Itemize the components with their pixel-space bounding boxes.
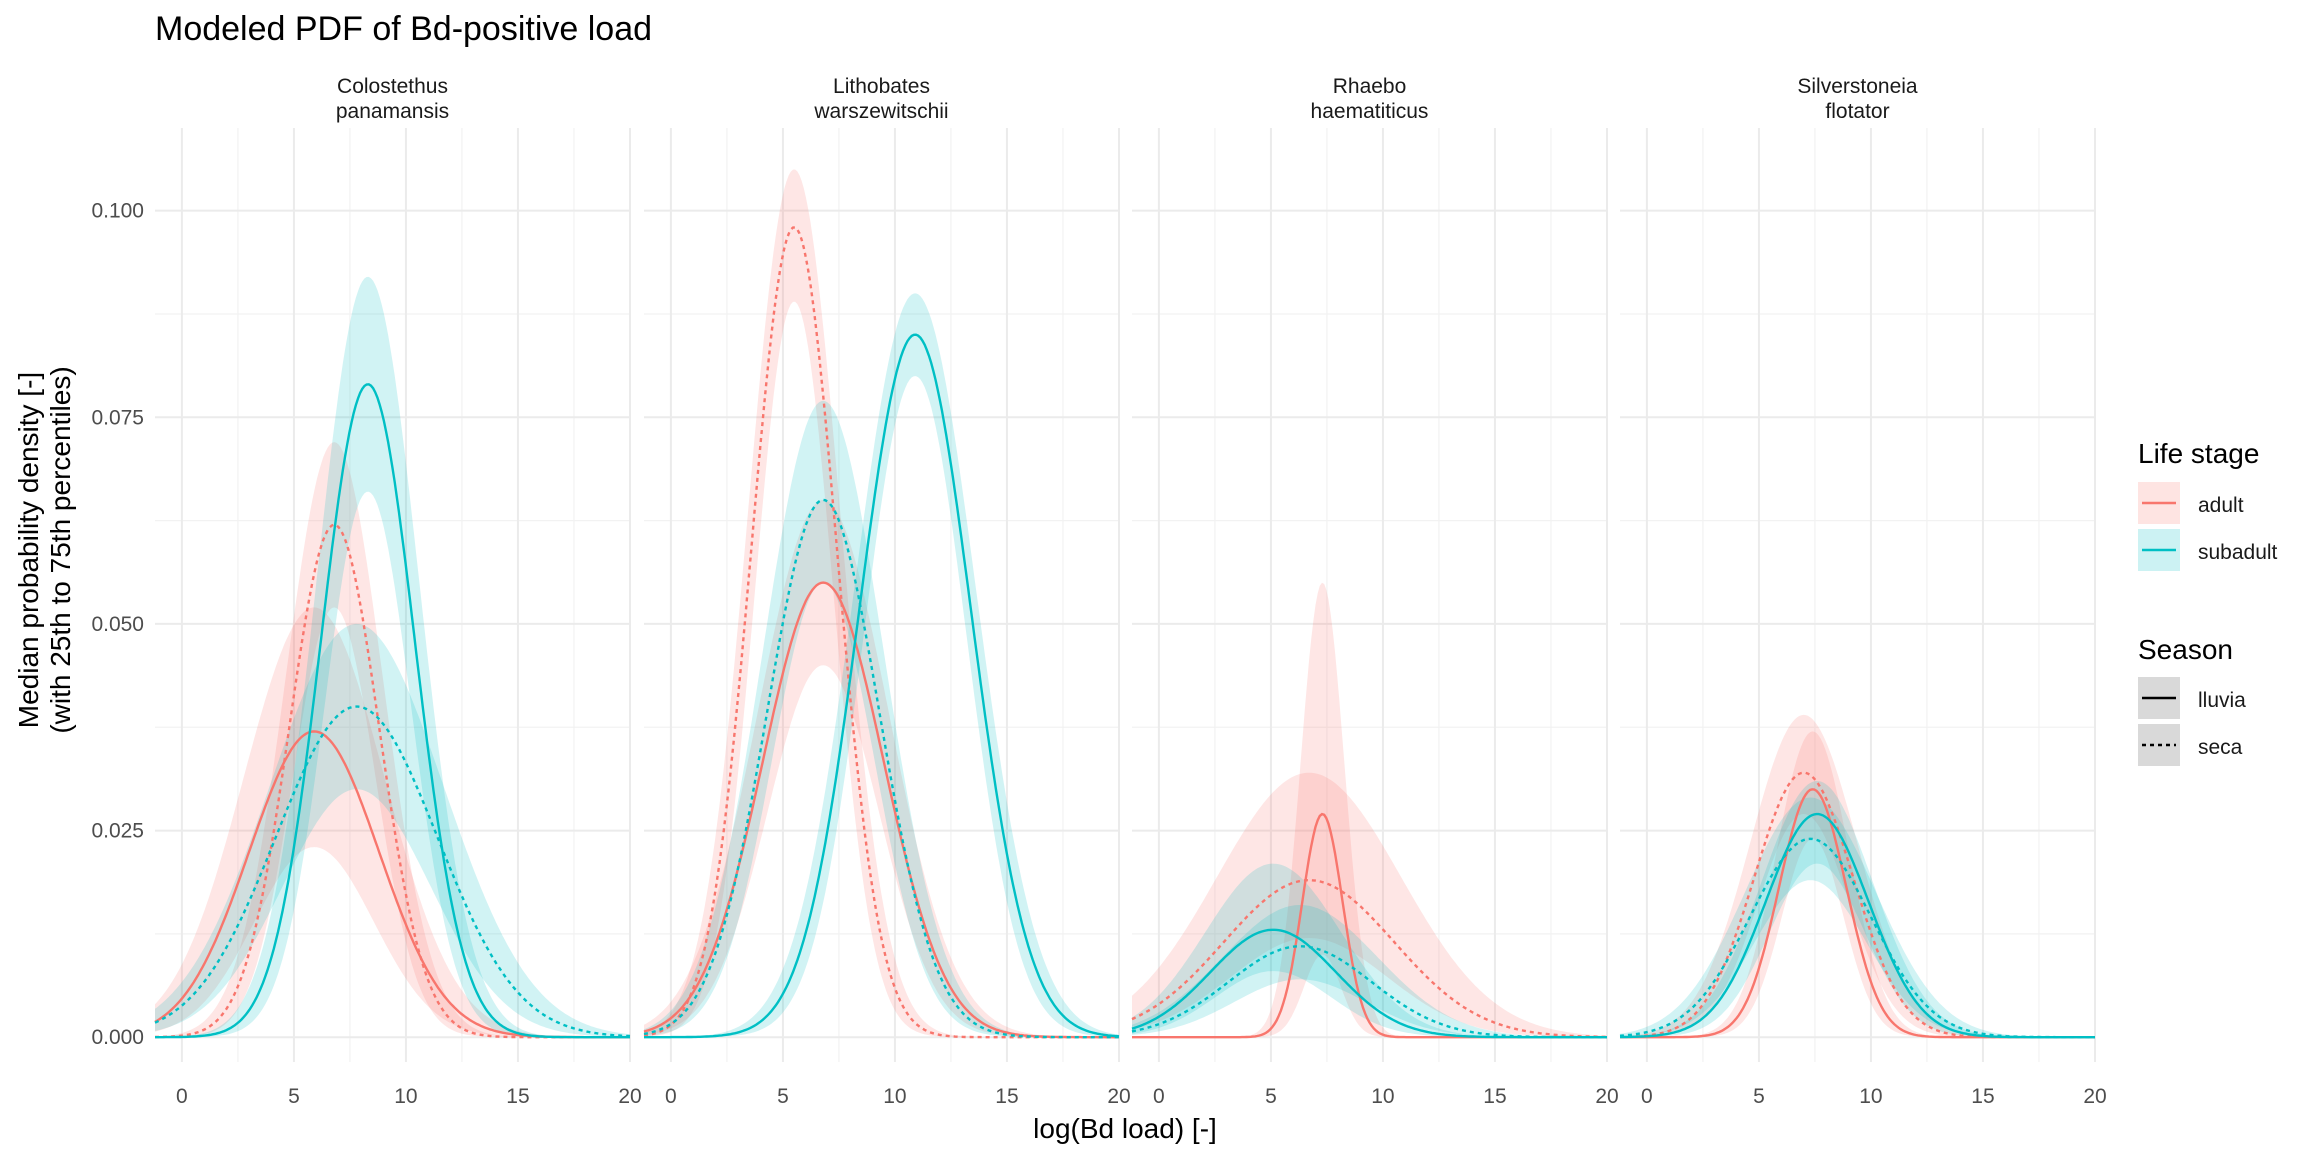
legend-season-title: Season (2138, 634, 2233, 665)
x-tick-label: 10 (1859, 1085, 1882, 1108)
x-tick-label: 20 (2083, 1085, 2106, 1108)
x-tick-label: 15 (1483, 1085, 1506, 1108)
y-tick-label: 0.075 (91, 406, 144, 429)
y-axis-title: Median probability density [-] (with 25t… (13, 366, 76, 733)
legend: Life stage Season adult subadult lluvia … (2138, 438, 2278, 766)
legend-label-lluvia: lluvia (2198, 689, 2246, 712)
facet-strip-label: Colostethus (337, 75, 448, 98)
ribbon-adult-seca (1132, 772, 1607, 1038)
x-tick-label: 10 (1371, 1085, 1394, 1108)
y-tick-label: 0.000 (91, 1026, 144, 1049)
legend-label-adult: adult (2198, 494, 2244, 517)
line-subadult-seca (643, 498, 1119, 1039)
y-axis-ticks: 0.000 0.025 0.050 0.075 0.100 (91, 200, 144, 1050)
facet-strip-label: panamansis (336, 100, 449, 123)
ribbon-adult-lluvia (644, 499, 1119, 1038)
x-tick-label: 20 (1595, 1085, 1618, 1108)
ribbon-subadult-seca (155, 623, 630, 1037)
line-subadult-lluvia (644, 333, 1120, 1039)
line-adult-lluvia (643, 581, 1119, 1039)
x-tick-label: 20 (1107, 1085, 1130, 1108)
x-tick-label: 15 (995, 1085, 1018, 1108)
line-adult-seca (643, 226, 1119, 1039)
x-tick-label: 10 (883, 1085, 906, 1108)
x-tick-label: 5 (777, 1085, 789, 1108)
legend-label-subadult: subadult (2198, 541, 2278, 564)
x-axis-title: log(Bd load) [-] (1033, 1113, 1217, 1144)
y-tick-label: 0.025 (91, 820, 144, 843)
x-tick-label: 15 (1971, 1085, 1994, 1108)
x-tick-label: 0 (176, 1085, 188, 1108)
x-tick-label: 0 (1153, 1085, 1165, 1108)
chart-title: Modeled PDF of Bd-positive load (155, 10, 652, 48)
x-tick-label: 5 (1753, 1085, 1765, 1108)
ribbon-adult-lluvia (155, 607, 630, 1038)
x-tick-label: 5 (288, 1085, 300, 1108)
x-tick-label: 0 (1641, 1085, 1653, 1108)
y-tick-label: 0.050 (91, 613, 144, 636)
facet-strip-label: haematiticus (1311, 100, 1429, 123)
y-axis-title-line2: (with 25th to 75th percentiles) (45, 366, 76, 733)
x-tick-label: 20 (618, 1085, 641, 1108)
facet-strip-label: Lithobates (833, 75, 930, 98)
ribbon-subadult-seca (1132, 905, 1607, 1038)
line-subadult-seca (1131, 945, 1607, 1039)
ribbon-adult-seca (644, 169, 1119, 1038)
ribbon-subadult-lluvia (1620, 781, 2095, 1038)
facet-strip-label: flotator (1825, 100, 1889, 123)
ribbon-subadult-seca (1620, 797, 2095, 1038)
ribbon-subadult-lluvia (644, 293, 1119, 1038)
facet-strip-label: Rhaebo (1333, 75, 1407, 98)
line-adult-seca (155, 523, 630, 1039)
ribbon-adult-seca (155, 442, 630, 1038)
y-axis-title-line1: Median probability density [-] (13, 372, 44, 728)
ribbon-subadult-lluvia (1132, 863, 1607, 1038)
x-tick-label: 10 (394, 1085, 417, 1108)
line-subadult-seca (1619, 837, 2095, 1039)
x-tick-label: 5 (1265, 1085, 1277, 1108)
ribbon-subadult-seca (644, 400, 1119, 1038)
facet-strip-label: warszewitschii (813, 100, 948, 123)
facet-strip-label: Silverstoneia (1797, 75, 1918, 98)
x-tick-label: 0 (665, 1085, 677, 1108)
ribbon-subadult-lluvia (155, 276, 630, 1038)
line-subadult-seca (154, 705, 631, 1038)
legend-label-seca: seca (2198, 736, 2243, 759)
line-subadult-lluvia (155, 383, 630, 1039)
legend-life-stage-title: Life stage (2138, 438, 2259, 469)
x-tick-label: 15 (506, 1085, 529, 1108)
y-tick-label: 0.100 (91, 200, 144, 223)
